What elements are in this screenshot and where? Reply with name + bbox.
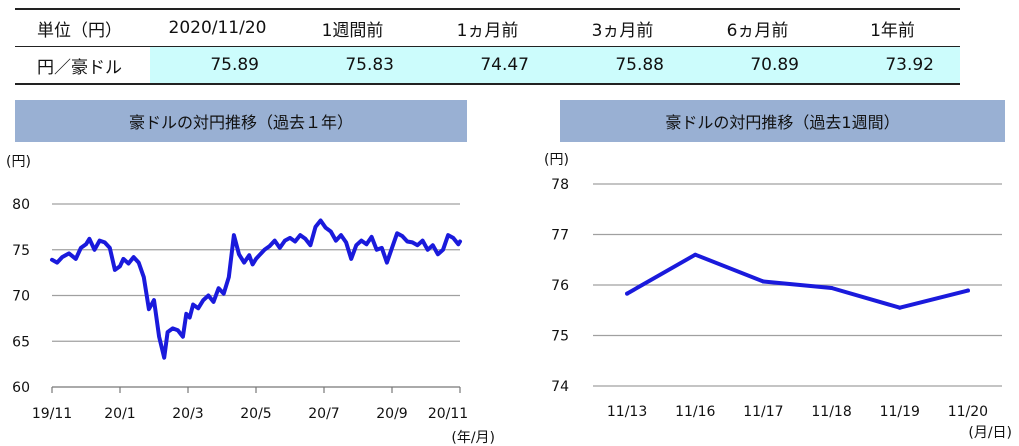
chart-1year: (円) 60 65 70 75 80 19/11 20/1 20/3 20/5 20/7 20/9 20…	[6, 154, 495, 446]
table-header-row: 単位（円） 2020/11/20 1週間前 1ヵ月前 3ヵ月前 6ヵ月前 1年前	[15, 9, 960, 47]
series-line-aud-jpy	[50, 218, 462, 360]
series-line-aud-jpy	[625, 252, 970, 310]
x-tick-label: 11/18	[811, 404, 851, 420]
rate-table: 単位（円） 2020/11/20 1週間前 1ヵ月前 3ヵ月前 6ヵ月前 1年前…	[15, 8, 960, 85]
y-tick-label: 60	[12, 380, 30, 396]
x-axis-unit: (月/日)	[968, 425, 1012, 441]
chart-1week: (円) 74 75 76 77 78 11/13 11/16 11/17 11/18 11/19 11…	[544, 152, 1012, 441]
y-tick-label: 78	[551, 177, 569, 193]
header-1week: 1週間前	[321, 20, 384, 41]
x-tick-label: 11/19	[880, 404, 920, 420]
header-date: 2020/11/20	[168, 18, 267, 38]
x-tick-label: 20/11	[428, 406, 468, 422]
header-6months: 6ヵ月前	[726, 20, 789, 41]
value-1month: 74.47	[420, 46, 555, 84]
table-row: 円／豪ドル 75.89 75.83 74.47 75.88 70.89 73.9…	[15, 46, 960, 84]
x-tick-label: 19/11	[32, 406, 72, 422]
y-tick-label: 76	[551, 278, 569, 294]
x-tick-label: 20/3	[172, 406, 203, 422]
x-tick-label: 11/13	[607, 404, 647, 420]
y-tick-label: 75	[12, 243, 30, 259]
value-3months: 75.88	[555, 46, 690, 84]
data-point	[693, 252, 698, 257]
value-6months: 70.89	[690, 46, 825, 84]
header-1month: 1ヵ月前	[456, 20, 519, 41]
y-tick-label: 80	[12, 197, 30, 213]
data-point	[761, 279, 766, 284]
value-current: 75.89	[150, 46, 285, 84]
x-tick-label: 11/16	[675, 404, 715, 420]
value-1week: 75.83	[285, 46, 420, 84]
header-unit: 単位（円）	[37, 20, 122, 41]
header-3months: 3ヵ月前	[591, 20, 654, 41]
row-label: 円／豪ドル	[15, 46, 150, 84]
y-tick-label: 77	[551, 228, 569, 244]
x-tick-label: 11/17	[743, 404, 783, 420]
y-tick-label: 65	[12, 334, 30, 350]
chart-1week-title: 豪ドルの対円推移（過去1週間）	[560, 100, 1005, 142]
data-point	[965, 288, 970, 293]
x-axis-unit: (年/月)	[451, 430, 495, 446]
x-tick-label: 20/9	[376, 406, 407, 422]
value-1year: 73.92	[825, 46, 960, 84]
header-1year: 1年前	[870, 20, 915, 41]
y-axis-unit: (円)	[544, 152, 569, 168]
x-tick-label: 11/20	[948, 404, 988, 420]
y-tick-label: 74	[551, 379, 569, 395]
data-point	[829, 286, 834, 291]
x-tick-label: 20/5	[240, 406, 271, 422]
chart-1year-title: 豪ドルの対円推移（過去１年）	[15, 100, 467, 142]
x-tick-label: 20/1	[104, 406, 135, 422]
y-tick-label: 70	[12, 289, 30, 305]
data-point	[625, 291, 630, 296]
data-point	[897, 305, 902, 310]
y-axis-unit: (円)	[6, 154, 31, 170]
x-tick-label: 20/7	[308, 406, 339, 422]
y-tick-label: 75	[551, 329, 569, 345]
